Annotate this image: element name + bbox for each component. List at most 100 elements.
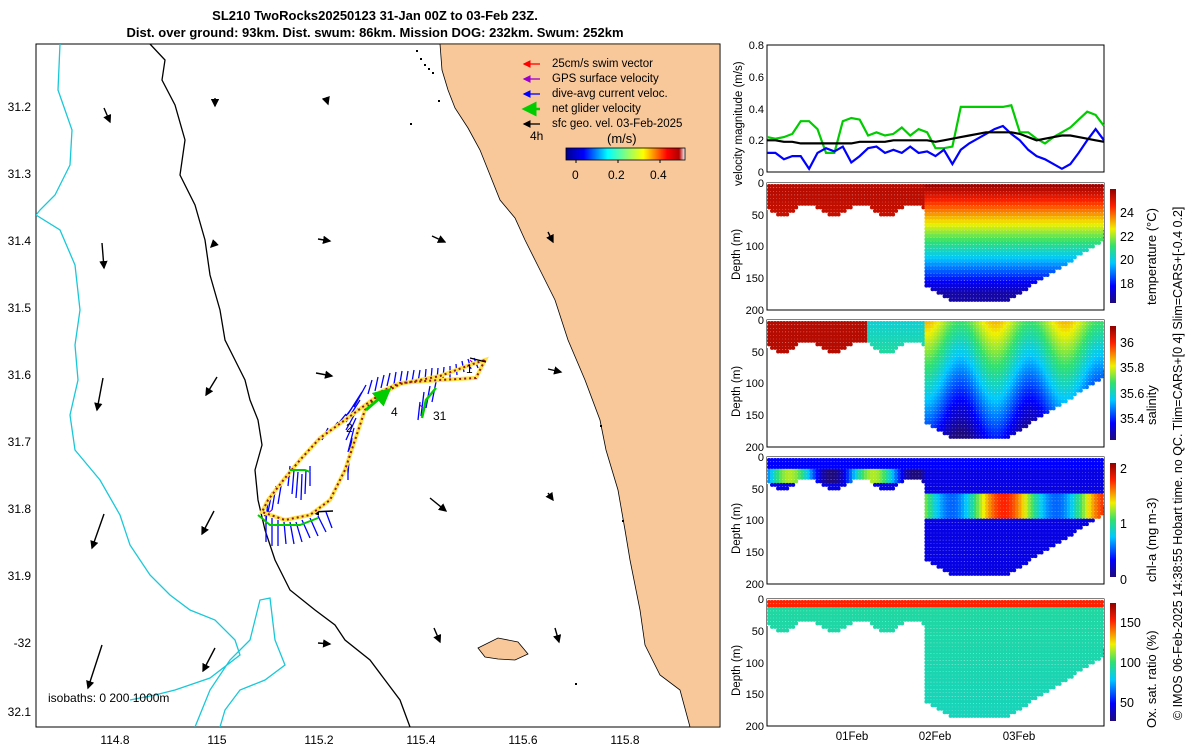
temp-dots-516 xyxy=(936,237,941,242)
temp-dots-272 xyxy=(876,208,880,213)
temp-dots-55 xyxy=(785,201,790,206)
temp-dots-565 xyxy=(942,191,947,196)
temp-dots-197 xyxy=(842,201,847,206)
temp-dots-1248 xyxy=(1003,280,1008,285)
temp-dots-730 xyxy=(957,198,962,203)
temp-dots-676 xyxy=(951,240,956,245)
temp-dots-337 xyxy=(900,198,905,203)
temp-dots-1208 xyxy=(1000,255,1005,260)
temp-dots-1153 xyxy=(994,294,998,299)
temp-dots-925 xyxy=(975,187,980,192)
temp-dots-13 xyxy=(770,205,774,210)
temp-dots-620 xyxy=(945,273,950,277)
temp-dots-1198 xyxy=(1000,219,1005,224)
temp-dots-898 xyxy=(972,208,977,213)
temp-dots-894 xyxy=(972,194,977,199)
temperature-panel[interactable]: 24 22 20 18 temperature (°C) xyxy=(766,182,1159,311)
temp-dots-914 xyxy=(972,265,977,270)
temp-dots-2032 xyxy=(1100,223,1104,228)
temp-dots-627 xyxy=(948,184,953,188)
sal-dots-1350 xyxy=(1012,431,1017,436)
temp-dots-408 xyxy=(924,273,929,277)
temp-dots-1294 xyxy=(1009,208,1014,213)
temp-dots-68 xyxy=(791,187,796,192)
temp-dots-315 xyxy=(891,205,896,210)
temp-dots-402 xyxy=(924,251,929,256)
chl-dots-58 xyxy=(785,486,790,491)
temp-dots-22 xyxy=(773,208,778,213)
temp-dots-85 xyxy=(797,194,802,199)
temp-dots-927 xyxy=(975,194,980,199)
temp-dots-1278 xyxy=(1006,269,1011,274)
temp-dots-297 xyxy=(885,205,890,210)
temp-dots-1316 xyxy=(1009,287,1014,292)
temp-dots-100 xyxy=(806,184,811,188)
sal-dots-317 xyxy=(891,349,896,354)
temp-dots-830 xyxy=(966,201,971,206)
temp-dots-319 xyxy=(894,187,899,192)
temp-dots-497 xyxy=(933,276,938,281)
temp-dots-949 xyxy=(975,273,980,277)
temp-dots-667 xyxy=(951,208,956,213)
temp-dots-45 xyxy=(782,198,787,203)
temp-dots-440 xyxy=(927,283,932,288)
temp-dots-904 xyxy=(972,230,977,235)
temp-dots-863 xyxy=(969,201,974,206)
temp-dots-802 xyxy=(963,219,968,224)
temp-dots-1327 xyxy=(1012,212,1017,217)
temp-dots-442 xyxy=(930,187,935,192)
temp-dots-291 xyxy=(885,184,890,188)
temp-dots-574 xyxy=(942,223,947,228)
temp-dots-168 xyxy=(833,191,838,196)
temp-dots-6 xyxy=(767,205,771,210)
temp-dots-1309 xyxy=(1009,262,1014,267)
temp-dots-107 xyxy=(809,187,814,192)
map-title-line1: SL210 TwoRocks20250123 31-Jan 00Z to 03-… xyxy=(212,8,538,23)
temp-dots-948 xyxy=(975,269,980,274)
temp-dots-227 xyxy=(857,187,862,192)
temp-dots-1059 xyxy=(988,194,992,199)
temp-dots-317 xyxy=(891,212,896,217)
temp-dots-261 xyxy=(873,198,877,203)
temp-dots-212 xyxy=(848,201,853,206)
temp-dots-1016 xyxy=(981,276,986,281)
temp-dots-1103 xyxy=(991,233,995,238)
chl-dots-213 xyxy=(848,479,853,484)
temp-dots-186 xyxy=(839,191,844,196)
salinity-panel[interactable]: 36 35.8 35.6 35.4 salinity xyxy=(766,319,1159,448)
temp-dots-1129 xyxy=(994,208,998,213)
velocity-panel[interactable]: 0 0.2 0.4 0.6 0.8 velocity magnitude (m/… xyxy=(733,40,1105,186)
temp-dots-1087 xyxy=(988,294,992,299)
temp-dots-1296 xyxy=(1009,216,1014,220)
temp-dots-204 xyxy=(845,198,850,203)
isobath-1000 xyxy=(36,44,286,727)
temp-dots-461 xyxy=(930,255,935,260)
temp-dots-211 xyxy=(848,198,853,203)
temp-dots-453 xyxy=(930,226,935,231)
temp-dots-1201 xyxy=(1000,230,1005,235)
temp-dots-1112 xyxy=(991,265,995,270)
temp-dots-1036 xyxy=(985,230,989,235)
temp-dots-346 xyxy=(906,184,911,188)
temp-dots-2029 xyxy=(1100,212,1104,217)
temp-dots-708 xyxy=(954,237,959,242)
temp-dots-1047 xyxy=(985,269,989,274)
temp-dots-11 xyxy=(770,198,774,203)
temp-dots-1192 xyxy=(1000,198,1005,203)
temp-dots-338 xyxy=(900,201,905,206)
sal-dots-2026 xyxy=(1100,338,1104,343)
temp-dots-901 xyxy=(972,219,977,224)
map-panel[interactable]: 1 4 31 2 25cm/s swim vector GPS surface … xyxy=(8,43,721,747)
temp-dots-1217 xyxy=(1000,287,1005,292)
temp-dots-619 xyxy=(945,269,950,274)
temp-dots-1080 xyxy=(988,269,992,274)
temp-dots-2035 xyxy=(1100,233,1104,238)
temp-dots-1209 xyxy=(1000,258,1005,263)
temp-dots-280 xyxy=(879,208,883,213)
temp-dots-1206 xyxy=(1000,248,1005,253)
chla-panel[interactable]: 2 1 0 chl-a (mg m-3) xyxy=(766,456,1159,587)
temp-dots-1197 xyxy=(1000,216,1005,220)
temp-dots-236 xyxy=(860,198,865,203)
temp-dots-536 xyxy=(939,198,944,203)
temp-dots-493 xyxy=(933,262,938,267)
